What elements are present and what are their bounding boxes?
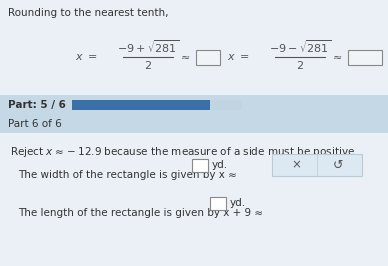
Text: $\approx$: $\approx$ bbox=[330, 52, 342, 62]
Bar bbox=[0, 95, 388, 115]
Text: Rounding to the nearest tenth,: Rounding to the nearest tenth, bbox=[8, 8, 168, 18]
Text: -12.9: -12.9 bbox=[349, 52, 381, 62]
Text: $-9 + \sqrt{281}$: $-9 + \sqrt{281}$ bbox=[117, 38, 179, 55]
Bar bbox=[192, 159, 208, 172]
Text: Reject $x \approx -12.9$ because the measure of a side must be positive.: Reject $x \approx -12.9$ because the mea… bbox=[10, 145, 358, 159]
Bar bbox=[72, 100, 210, 110]
Text: $x\ =$: $x\ =$ bbox=[75, 52, 98, 62]
Text: $2$: $2$ bbox=[144, 59, 152, 71]
Text: ↺: ↺ bbox=[333, 159, 343, 172]
Text: $-9 - \sqrt{281}$: $-9 - \sqrt{281}$ bbox=[269, 38, 331, 55]
Text: The width of the rectangle is given by x ≈: The width of the rectangle is given by x… bbox=[18, 170, 237, 180]
Bar bbox=[196, 50, 220, 65]
Bar bbox=[210, 197, 226, 210]
Text: $2$: $2$ bbox=[296, 59, 304, 71]
Text: Part 6 of 6: Part 6 of 6 bbox=[8, 119, 62, 129]
Text: 3.9: 3.9 bbox=[198, 52, 218, 62]
Bar bbox=[0, 133, 388, 266]
Text: yd.: yd. bbox=[230, 198, 246, 209]
Text: $x\ =$: $x\ =$ bbox=[227, 52, 250, 62]
Bar bbox=[272, 154, 362, 176]
Bar bbox=[72, 100, 242, 110]
Bar bbox=[348, 50, 382, 65]
Bar bbox=[0, 0, 388, 95]
Text: The length of the rectangle is given by x + 9 ≈: The length of the rectangle is given by … bbox=[18, 208, 263, 218]
Text: ×: × bbox=[291, 159, 301, 172]
Text: Part: 5 / 6: Part: 5 / 6 bbox=[8, 100, 66, 110]
Text: $\approx$: $\approx$ bbox=[178, 52, 190, 62]
Bar bbox=[0, 115, 388, 133]
Text: yd.: yd. bbox=[212, 160, 228, 171]
